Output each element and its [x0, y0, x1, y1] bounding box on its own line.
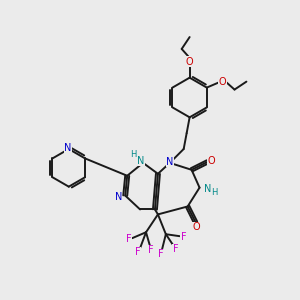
Text: O: O — [193, 222, 200, 232]
Text: F: F — [126, 234, 132, 244]
Text: N: N — [204, 184, 211, 194]
Text: O: O — [186, 57, 194, 67]
Text: N: N — [166, 157, 173, 167]
Text: F: F — [181, 232, 187, 242]
Text: H: H — [211, 188, 218, 197]
Text: N: N — [137, 156, 145, 166]
Text: F: F — [148, 245, 154, 255]
Text: O: O — [208, 156, 215, 166]
Text: H: H — [130, 151, 136, 160]
Text: F: F — [135, 247, 141, 257]
Text: F: F — [158, 249, 164, 259]
Text: N: N — [64, 143, 71, 153]
Text: O: O — [219, 76, 226, 87]
Text: N: N — [115, 192, 122, 202]
Text: F: F — [173, 244, 178, 254]
